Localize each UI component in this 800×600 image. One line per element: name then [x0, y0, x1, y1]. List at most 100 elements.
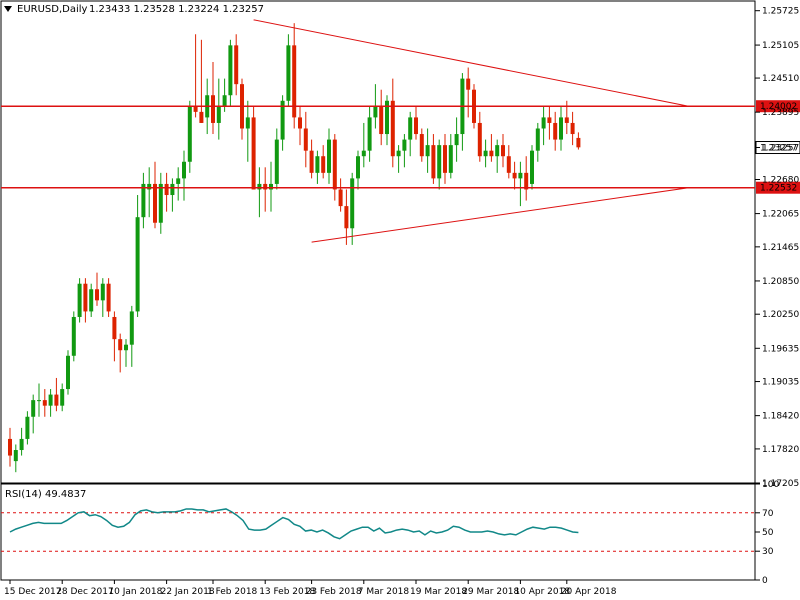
bearish-candle [8, 438, 12, 456]
bearish-candle [344, 206, 349, 229]
price-panel-frame [0, 0, 756, 484]
bullish-candle [66, 355, 70, 390]
bullish-candle [182, 161, 186, 179]
bullish-candle [89, 289, 94, 312]
bearish-candle [564, 117, 569, 123]
bullish-candle [129, 311, 134, 345]
bearish-candle [321, 156, 326, 173]
bullish-candle [559, 117, 563, 140]
bullish-candle [141, 183, 146, 218]
bearish-candle [153, 183, 157, 223]
time-tick-label: 19 Mar 2018 [410, 587, 467, 597]
rsi-tick-label: 100 [762, 480, 779, 490]
bearish-candle [118, 339, 123, 351]
bearish-candle [553, 122, 558, 140]
bullish-candle [437, 145, 442, 179]
bearish-candle [547, 117, 552, 123]
price-tick-label: 1.25725 [762, 7, 799, 17]
time-tick-label: 10 Apr 2018 [514, 587, 570, 597]
bullish-candle [77, 283, 82, 317]
bullish-candle [280, 100, 285, 140]
chart-info: EURUSD,Daily 1.23433 1.23528 1.23224 1.2… [4, 4, 264, 500]
level-price-tag [756, 181, 800, 194]
price-tick-label: 1.18420 [762, 412, 799, 422]
bullish-candle [170, 183, 175, 196]
support-resistance-levels[interactable]: 1.24002 1.22532 1.23257 [1, 100, 800, 194]
level-price-label: 1.24002 [760, 102, 797, 112]
bullish-candle [402, 139, 407, 151]
bullish-candle [48, 394, 53, 406]
rsi-tick-label: 70 [762, 509, 774, 519]
bearish-candle [42, 400, 47, 406]
price-tick-label: 1.23895 [762, 108, 799, 118]
bearish-candle [199, 111, 204, 123]
bullish-candle [187, 106, 192, 162]
price-tick-label: 1.17205 [762, 479, 799, 489]
bearish-candle [303, 128, 308, 151]
rsi-indicator: 100 70 50 30 0 [1, 480, 779, 586]
time-tick-label: 10 Jan 2018 [108, 587, 162, 597]
price-tick-label: 1.23257 [762, 144, 799, 154]
bearish-candle [512, 172, 517, 179]
bullish-candle [541, 117, 546, 129]
bearish-candle [263, 183, 268, 190]
bearish-candle [390, 100, 395, 157]
price-tick-label: 1.21465 [762, 243, 799, 253]
price-tick-label: 1.17820 [762, 445, 799, 455]
price-tick-label: 1.22680 [762, 175, 799, 185]
bearish-candle [570, 122, 575, 135]
bullish-candle [518, 172, 523, 179]
bearish-candle [501, 145, 505, 157]
bullish-candle [269, 183, 273, 190]
bearish-candle [54, 394, 59, 406]
price-tick-label: 1.22065 [762, 210, 799, 220]
candlestick-series [8, 23, 581, 473]
bullish-candle [60, 389, 65, 406]
rsi-tick-label: 0 [762, 576, 768, 586]
trendlines[interactable] [253, 19, 689, 243]
bearish-candle [338, 189, 343, 207]
bearish-candle [431, 145, 436, 179]
bullish-candle [216, 106, 221, 123]
bearish-candle [332, 139, 337, 190]
rsi-panel-frame [0, 483, 756, 581]
bearish-candle [234, 45, 239, 85]
time-tick-label: 23 Feb 2018 [306, 587, 362, 597]
bullish-candle [367, 117, 372, 151]
level-price-tag [756, 100, 800, 113]
bearish-candle [83, 283, 88, 312]
bullish-candle [176, 178, 181, 184]
bullish-candle [408, 117, 413, 140]
bullish-candle [222, 95, 227, 107]
bearish-candle [524, 172, 529, 190]
bullish-candle [396, 150, 401, 157]
bearish-candle [292, 45, 297, 118]
bullish-candle [327, 139, 331, 173]
bullish-candle [100, 283, 105, 301]
bearish-candle [466, 78, 471, 90]
price-tick-label: 1.19035 [762, 378, 799, 388]
bullish-candle [315, 156, 320, 173]
rsi-tick-label: 50 [762, 528, 774, 538]
bearish-candle [309, 150, 314, 173]
time-tick-label: 22 Jan 2018 [161, 587, 215, 597]
bullish-candle [13, 450, 18, 462]
price-tick-label: 1.24510 [762, 74, 799, 84]
triangle-trendline [311, 187, 689, 243]
bullish-candle [158, 183, 163, 223]
bullish-candle [228, 45, 233, 96]
rsi-tick-label: 30 [762, 547, 774, 557]
price-tick-label: 1.25105 [762, 41, 799, 51]
bullish-candle [37, 400, 41, 402]
bearish-candle [414, 117, 418, 135]
bullish-candle [495, 145, 500, 157]
chart-menu-triangle-icon[interactable] [4, 6, 12, 12]
time-tick-label: 20 Apr 2018 [561, 587, 617, 597]
bullish-candle [147, 183, 152, 190]
bullish-candle [454, 134, 459, 146]
bullish-candle [31, 400, 36, 417]
bullish-candle [19, 438, 24, 451]
bearish-candle [112, 316, 117, 340]
time-tick-label: 15 Dec 2017 [4, 587, 62, 597]
